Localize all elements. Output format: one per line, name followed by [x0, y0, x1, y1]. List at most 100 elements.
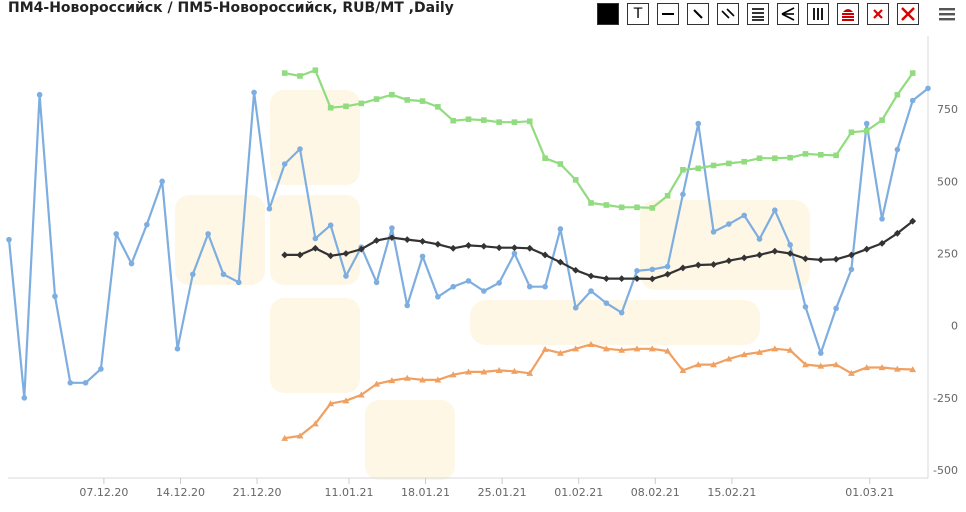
data-point[interactable]	[526, 369, 534, 376]
data-point[interactable]	[296, 432, 304, 439]
data-point[interactable]	[434, 240, 442, 248]
data-point[interactable]	[664, 192, 671, 199]
data-point[interactable]	[557, 226, 564, 232]
data-point[interactable]	[572, 266, 580, 274]
data-point[interactable]	[893, 365, 901, 372]
data-point[interactable]	[633, 275, 641, 283]
data-point[interactable]	[311, 244, 319, 252]
text-tool-icon[interactable]: T	[627, 3, 649, 25]
data-point[interactable]	[786, 250, 794, 257]
data-point[interactable]	[542, 283, 548, 290]
data-point[interactable]	[863, 120, 870, 127]
layers-icon[interactable]	[837, 3, 859, 25]
data-point[interactable]	[296, 251, 304, 259]
data-point[interactable]	[419, 237, 426, 245]
data-point[interactable]	[649, 205, 656, 211]
data-point[interactable]	[832, 255, 840, 263]
data-point[interactable]	[633, 345, 641, 352]
data-point[interactable]	[113, 231, 120, 237]
data-point[interactable]	[98, 366, 104, 372]
horizontal-line-icon[interactable]	[657, 3, 679, 25]
data-point[interactable]	[710, 162, 717, 169]
data-point[interactable]	[450, 117, 456, 124]
data-point[interactable]	[909, 217, 917, 225]
data-point[interactable]	[388, 234, 396, 242]
data-point[interactable]	[817, 350, 824, 356]
data-point[interactable]	[879, 117, 885, 123]
data-point[interactable]	[878, 239, 886, 247]
data-point[interactable]	[618, 275, 626, 283]
data-point[interactable]	[526, 283, 533, 290]
data-point[interactable]	[909, 70, 916, 76]
data-point[interactable]	[541, 251, 549, 259]
data-point[interactable]	[511, 367, 518, 374]
data-point[interactable]	[557, 258, 564, 266]
data-point[interactable]	[756, 155, 763, 162]
data-point[interactable]	[878, 364, 886, 371]
data-point[interactable]	[603, 300, 610, 306]
data-point[interactable]	[419, 376, 426, 383]
data-point[interactable]	[36, 91, 43, 98]
data-point[interactable]	[832, 361, 840, 368]
data-point[interactable]	[618, 309, 625, 316]
data-point[interactable]	[373, 96, 380, 102]
data-point[interactable]	[388, 377, 396, 384]
data-point[interactable]	[802, 151, 809, 157]
data-point[interactable]	[572, 304, 579, 311]
data-point[interactable]	[848, 129, 855, 136]
data-point[interactable]	[664, 270, 672, 278]
data-point[interactable]	[925, 85, 931, 92]
data-point[interactable]	[435, 294, 441, 300]
data-point[interactable]	[725, 257, 733, 265]
data-point[interactable]	[542, 155, 548, 162]
data-point[interactable]	[495, 367, 503, 374]
data-point[interactable]	[603, 202, 610, 208]
data-point[interactable]	[726, 160, 732, 167]
trend-line-icon[interactable]	[687, 3, 709, 25]
data-point[interactable]	[741, 212, 747, 219]
data-point[interactable]	[526, 244, 534, 252]
data-point[interactable]	[710, 261, 717, 268]
data-point[interactable]	[174, 345, 181, 352]
data-point[interactable]	[281, 161, 288, 167]
pitchfork-icon[interactable]	[777, 3, 799, 25]
data-point[interactable]	[205, 231, 211, 237]
data-point[interactable]	[710, 361, 717, 368]
data-point[interactable]	[465, 242, 472, 249]
data-point[interactable]	[802, 304, 809, 310]
data-point[interactable]	[465, 278, 472, 284]
data-point[interactable]	[480, 368, 488, 375]
data-point[interactable]	[511, 119, 518, 125]
data-point[interactable]	[771, 345, 779, 352]
data-point[interactable]	[435, 104, 441, 110]
data-point[interactable]	[756, 236, 763, 242]
data-point[interactable]	[449, 371, 457, 378]
data-point[interactable]	[481, 288, 487, 294]
data-point[interactable]	[159, 178, 165, 185]
data-point[interactable]	[342, 250, 350, 257]
data-point[interactable]	[327, 222, 334, 229]
data-point[interactable]	[327, 252, 335, 260]
data-point[interactable]	[266, 205, 273, 212]
data-point[interactable]	[602, 345, 610, 352]
data-point[interactable]	[511, 250, 518, 257]
data-point[interactable]	[909, 366, 917, 373]
data-point[interactable]	[373, 279, 380, 286]
data-point[interactable]	[680, 191, 686, 198]
data-point[interactable]	[572, 177, 579, 183]
data-point[interactable]	[833, 152, 839, 159]
data-point[interactable]	[481, 117, 487, 123]
data-point[interactable]	[726, 221, 732, 227]
data-point[interactable]	[220, 271, 227, 278]
data-point[interactable]	[128, 260, 135, 267]
data-point[interactable]	[588, 288, 594, 294]
data-point[interactable]	[190, 271, 196, 278]
data-point[interactable]	[297, 146, 303, 152]
data-point[interactable]	[357, 391, 365, 398]
data-point[interactable]	[710, 229, 717, 235]
data-point[interactable]	[848, 369, 855, 376]
data-point[interactable]	[357, 245, 365, 253]
data-point[interactable]	[833, 305, 839, 312]
data-point[interactable]	[695, 120, 702, 127]
data-point[interactable]	[297, 73, 303, 79]
